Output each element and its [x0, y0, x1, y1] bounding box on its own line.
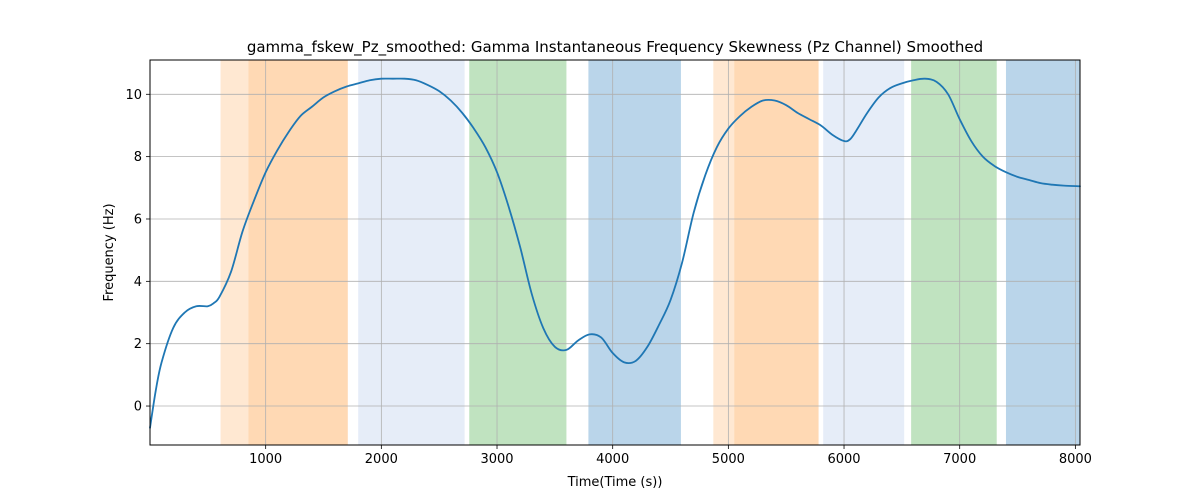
plot-frame — [149, 59, 1081, 446]
x-tick-label: 5000 — [712, 452, 745, 467]
x-tick-label: 2000 — [365, 452, 398, 467]
x-tick-label: 7000 — [943, 452, 976, 467]
x-axis-label: Time(Time (s)) — [567, 475, 663, 490]
shaded-band-6 — [713, 60, 735, 445]
y-tick-label: 8 — [134, 150, 142, 165]
shaded-band-5 — [588, 60, 681, 445]
y-tick-label: 0 — [134, 400, 142, 415]
y-tick-label: 2 — [134, 337, 142, 352]
shaded-band-3 — [358, 60, 465, 445]
y-tick-label: 6 — [134, 212, 142, 227]
shaded-band-8 — [823, 60, 905, 445]
x-tick-label: 1000 — [249, 452, 282, 467]
y-axis-label: Frequency (Hz) — [102, 203, 117, 301]
x-tick-label: 6000 — [827, 452, 860, 467]
grid-lines — [150, 60, 1080, 445]
shaded-band-2 — [248, 60, 348, 445]
shaded-bands — [220, 60, 1080, 445]
x-tick-label: 4000 — [596, 452, 629, 467]
shaded-band-10 — [1005, 60, 1080, 445]
x-tick-label: 3000 — [480, 452, 513, 467]
chart-title: gamma_fskew_Pz_smoothed: Gamma Instantan… — [247, 38, 983, 57]
y-tick-label: 10 — [125, 88, 142, 103]
shaded-band-9 — [911, 60, 997, 445]
y-tick-label: 4 — [134, 275, 142, 290]
x-axis-ticks: 1000 2000 3000 4000 5000 6000 7000 8000 — [249, 445, 1092, 467]
series-layer — [149, 77, 1081, 429]
shaded-band-1 — [220, 60, 249, 445]
shaded-band-4 — [469, 60, 567, 445]
y-axis-ticks: 0 2 4 6 8 10 — [125, 88, 150, 415]
shaded-band-7 — [734, 60, 819, 445]
x-tick-label: 8000 — [1059, 452, 1092, 467]
series-line-1 — [149, 77, 1081, 429]
